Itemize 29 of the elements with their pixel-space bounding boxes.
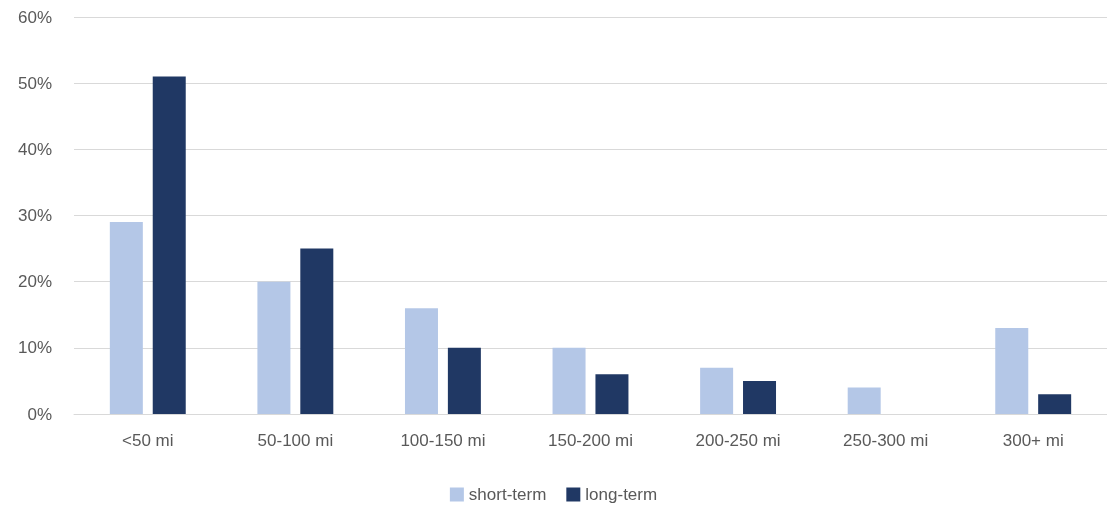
bar bbox=[1038, 394, 1072, 414]
bar bbox=[257, 281, 291, 414]
y-tick-label: 0% bbox=[27, 404, 52, 424]
x-tick-label: <50 mi bbox=[122, 431, 174, 450]
bar bbox=[595, 374, 629, 414]
bar bbox=[447, 347, 481, 414]
bar bbox=[847, 387, 881, 414]
x-tick-label: 300+ mi bbox=[1002, 431, 1064, 450]
y-tick-label: 40% bbox=[17, 139, 52, 159]
bar bbox=[552, 347, 586, 414]
bar bbox=[700, 367, 734, 414]
bar bbox=[300, 248, 334, 414]
x-tick-label: 50-100 mi bbox=[257, 431, 334, 450]
legend-label: short-term bbox=[468, 485, 547, 504]
y-tick-label: 60% bbox=[17, 7, 52, 27]
x-tick-label: 200-250 mi bbox=[695, 431, 781, 450]
x-tick-label: 100-150 mi bbox=[400, 431, 486, 450]
x-tick-label: 150-200 mi bbox=[547, 431, 634, 450]
bar bbox=[995, 327, 1029, 414]
bar bbox=[404, 308, 438, 414]
bar bbox=[152, 76, 186, 414]
y-tick-label: 10% bbox=[17, 338, 52, 358]
y-tick-label: 30% bbox=[17, 206, 52, 225]
y-tick-label: 20% bbox=[17, 272, 52, 292]
bar bbox=[743, 380, 777, 414]
y-tick-label: 50% bbox=[17, 73, 52, 93]
legend-label: long-term bbox=[585, 485, 658, 504]
x-tick-label: 250-300 mi bbox=[843, 431, 929, 450]
bar bbox=[109, 222, 143, 414]
